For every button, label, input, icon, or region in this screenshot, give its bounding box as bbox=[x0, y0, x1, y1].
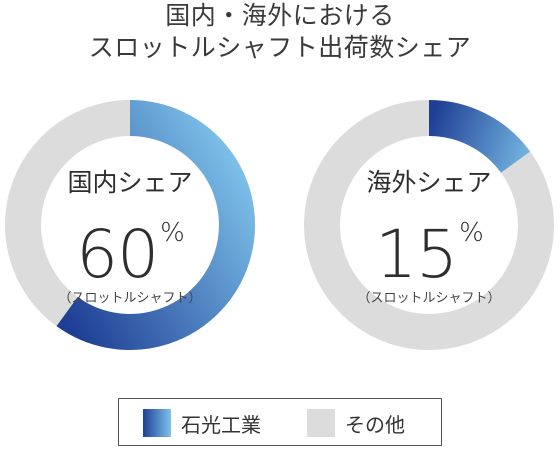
overseas-share-label: 海外シェア bbox=[366, 168, 492, 197]
legend-label-other: その他 bbox=[345, 412, 405, 437]
overseas-center: 海外シェア 15% （スロットルシャフト） bbox=[329, 168, 529, 308]
domestic-share-subtext: （スロットルシャフト） bbox=[58, 291, 202, 306]
legend-item-company: 石光工業 bbox=[143, 409, 261, 437]
domestic-share-value: 60 bbox=[76, 216, 159, 293]
slice-company-1 bbox=[428, 100, 531, 174]
domestic-center: 国内シェア 60% （スロットルシャフト） bbox=[30, 168, 230, 308]
overseas-share-subtext: （スロットルシャフト） bbox=[357, 291, 501, 306]
legend: 石光工業 その他 bbox=[118, 398, 442, 446]
overseas-share-unit: % bbox=[459, 218, 484, 248]
legend-label-company: 石光工業 bbox=[181, 412, 261, 437]
slice-company-0 bbox=[56, 100, 255, 350]
chart-subtitle: スロットルシャフト出荷数シェア bbox=[88, 33, 472, 62]
legend-swatch-company bbox=[143, 409, 171, 437]
legend-item-other: その他 bbox=[307, 409, 405, 437]
legend-swatch-other bbox=[307, 409, 335, 437]
domestic-share-label: 国内シェア bbox=[67, 168, 193, 197]
chart-title: 国内・海外における bbox=[165, 1, 395, 30]
domestic-share-unit: % bbox=[160, 218, 185, 248]
overseas-share-value-wrap: 15% bbox=[329, 198, 529, 290]
overseas-share-value: 15 bbox=[375, 216, 458, 293]
domestic-share-value-wrap: 60% bbox=[30, 198, 230, 290]
